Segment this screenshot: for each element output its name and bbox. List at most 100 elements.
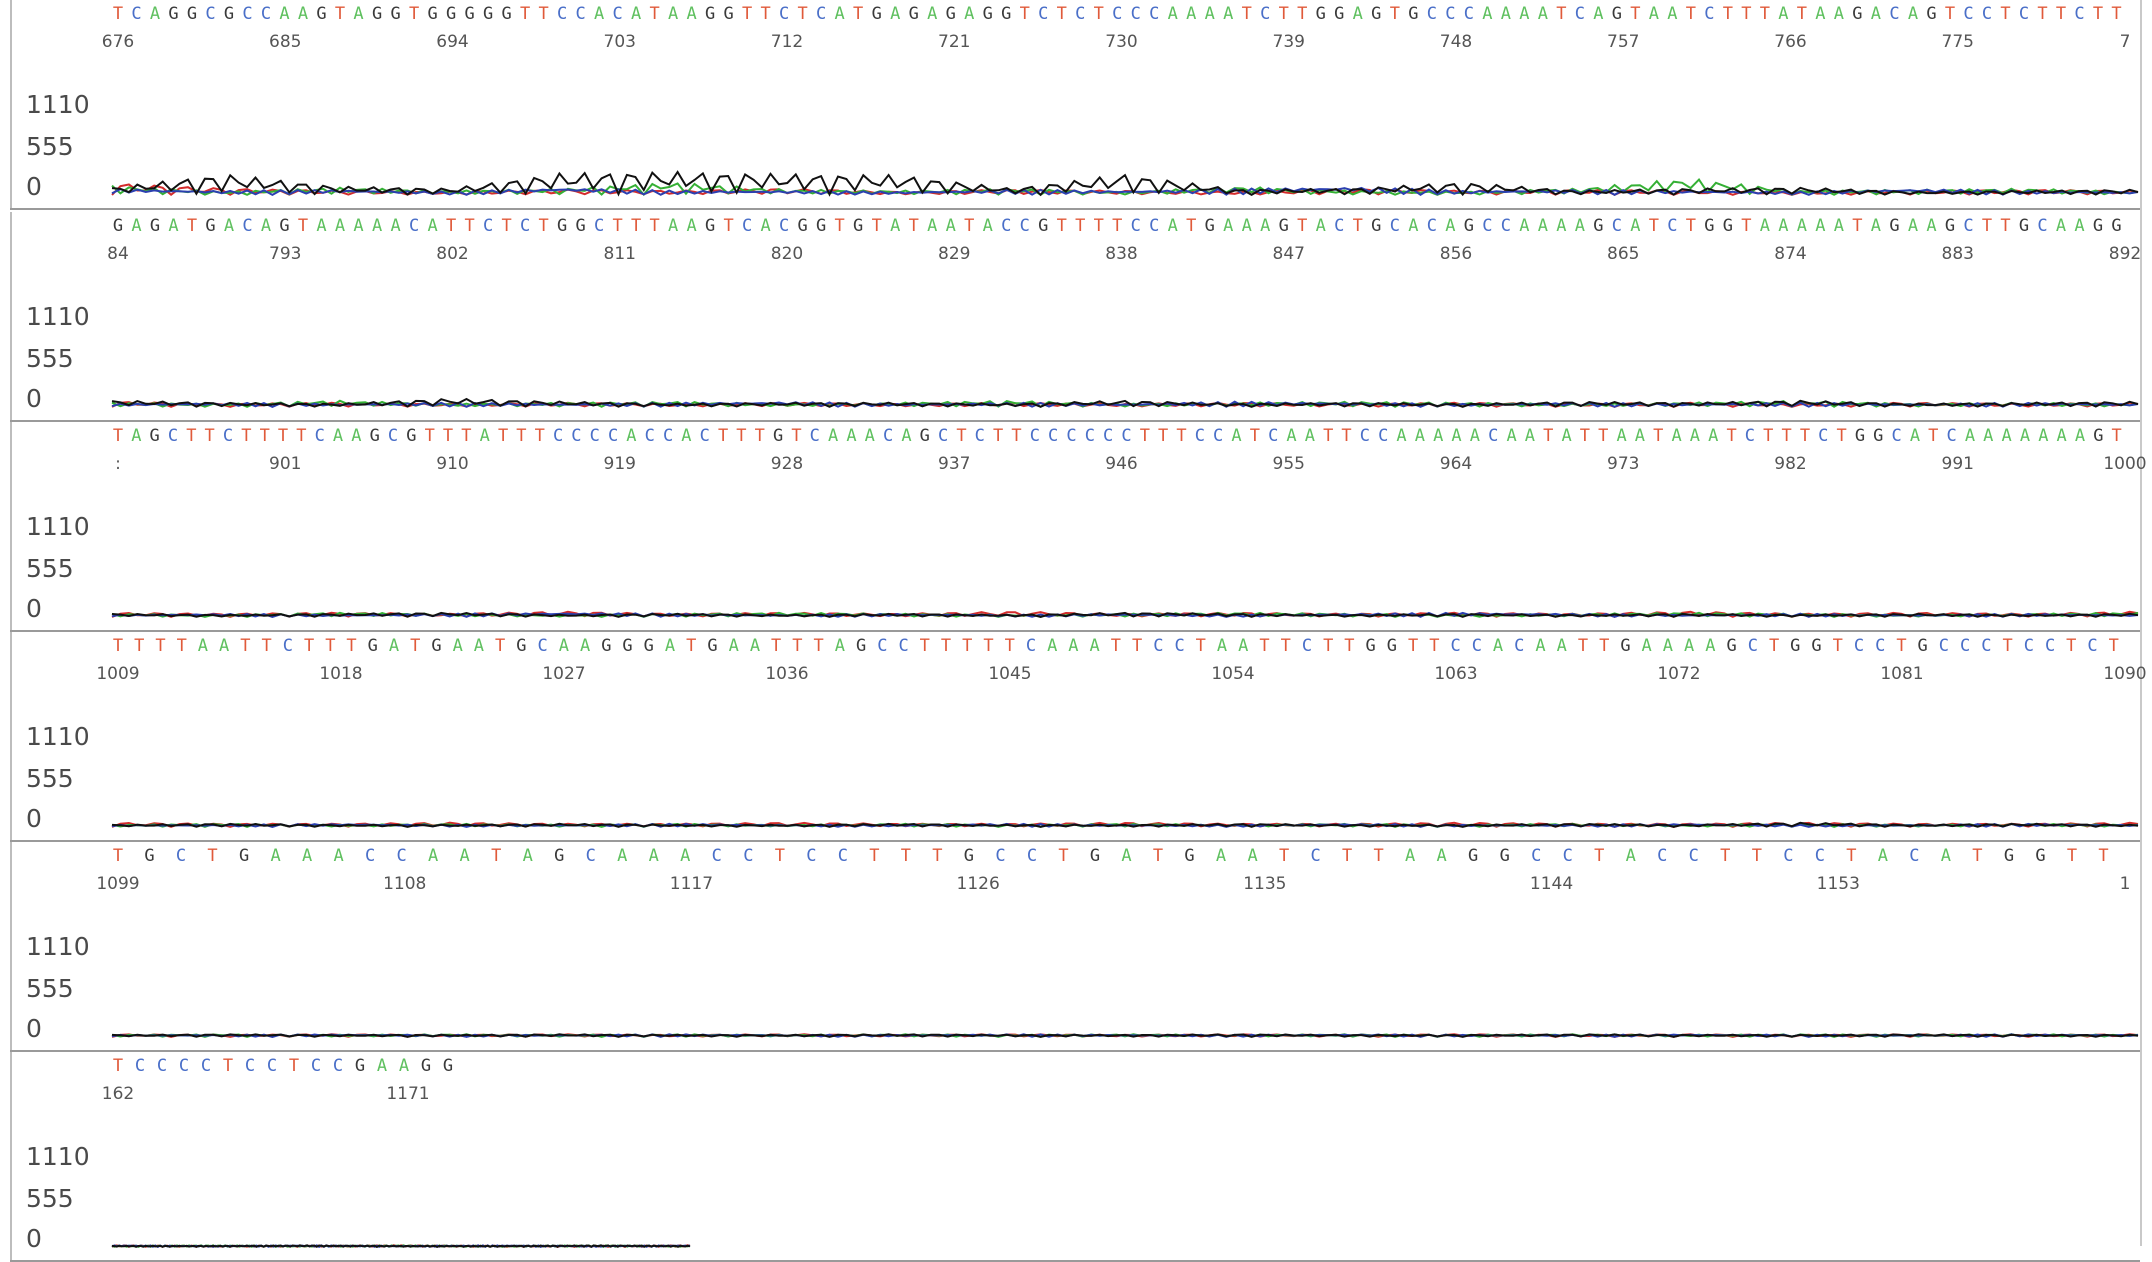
base-call: C bbox=[974, 426, 985, 446]
base-call: C bbox=[585, 846, 596, 866]
base-call: C bbox=[1149, 4, 1160, 24]
base-position-label: 955 bbox=[1272, 454, 1305, 474]
base-position-label: 892 bbox=[2108, 244, 2142, 264]
base-call: A bbox=[846, 426, 857, 446]
y-tick-label: 1110 bbox=[26, 302, 90, 331]
base-call: G bbox=[371, 4, 383, 24]
base-position-label: 874 bbox=[1774, 244, 1807, 264]
base-call: A bbox=[168, 216, 179, 236]
base-call: G bbox=[367, 636, 378, 656]
base-call: G bbox=[1365, 636, 1376, 656]
base-call: T bbox=[919, 636, 930, 656]
base-call: C bbox=[310, 1056, 322, 1076]
base-call: T bbox=[1259, 636, 1270, 656]
base-call: C bbox=[1946, 426, 1957, 446]
base-call: T bbox=[1741, 4, 1752, 24]
base-call: A bbox=[459, 846, 470, 866]
base-call: A bbox=[219, 636, 230, 656]
base-call: C bbox=[178, 1056, 190, 1076]
base-call: C bbox=[2087, 636, 2098, 656]
base-call: C bbox=[1310, 846, 1321, 866]
base-call: C bbox=[2023, 636, 2034, 656]
base-call: C bbox=[1981, 4, 1993, 24]
base-call: C bbox=[156, 1056, 168, 1076]
base-call: T bbox=[259, 426, 270, 446]
base-call: G bbox=[427, 4, 438, 24]
base-call: G bbox=[279, 216, 290, 236]
base-call: C bbox=[575, 4, 586, 24]
base-call: G bbox=[369, 426, 380, 446]
chromatogram-panel-6: T C C C C T C C T C C G A A G G 162 1171 1110 555 0 bbox=[0, 1052, 2140, 1262]
base-call: G bbox=[1726, 636, 1737, 656]
base-call: A bbox=[927, 216, 938, 236]
base-call: A bbox=[1907, 216, 1919, 236]
base-call: G bbox=[431, 636, 442, 656]
base-call: T bbox=[2098, 846, 2109, 866]
base-call: T bbox=[112, 426, 124, 446]
base-call: A bbox=[1535, 636, 1546, 656]
base-call: T bbox=[760, 4, 771, 24]
base-call: G bbox=[963, 846, 975, 866]
base-call: C bbox=[1963, 216, 1974, 236]
base-call: A bbox=[398, 1056, 410, 1076]
base-call: A bbox=[1630, 216, 1641, 236]
base-call: C bbox=[1875, 636, 1886, 656]
base-call: T bbox=[1112, 216, 1123, 236]
base-position-label: 964 bbox=[1439, 454, 1473, 474]
base-call: C bbox=[1025, 636, 1037, 656]
panel-baseline bbox=[10, 840, 2140, 842]
base-call: C bbox=[519, 216, 531, 236]
base-call: T bbox=[1944, 4, 1956, 24]
base-call: T bbox=[1389, 4, 1400, 24]
base-position-label: 1063 bbox=[1434, 664, 1478, 684]
base-call: C bbox=[1531, 846, 1542, 866]
base-call: T bbox=[869, 846, 880, 866]
base-call: A bbox=[260, 216, 272, 236]
base-call: T bbox=[1323, 636, 1334, 656]
base-call: A bbox=[1223, 4, 1234, 24]
base-call: C bbox=[175, 846, 187, 866]
base-call: T bbox=[112, 846, 124, 866]
base-call: T bbox=[742, 4, 753, 24]
base-call: T bbox=[983, 636, 994, 656]
base-call: C bbox=[1026, 846, 1038, 866]
base-call: G bbox=[2093, 426, 2104, 446]
base-call: C bbox=[571, 426, 582, 446]
base-call: T bbox=[1344, 636, 1355, 656]
y-tick-label: 0 bbox=[26, 1014, 42, 1043]
base-call: T bbox=[964, 216, 975, 236]
base-call: T bbox=[112, 4, 124, 24]
base-call: T bbox=[956, 426, 967, 446]
base-call: A bbox=[834, 636, 845, 656]
base-call: C bbox=[1909, 846, 1920, 866]
base-call: T bbox=[1751, 846, 1762, 866]
base-call: C bbox=[131, 4, 142, 24]
base-call: A bbox=[1231, 426, 1242, 446]
base-call: T bbox=[2037, 4, 2048, 24]
y-tick-label: 555 bbox=[26, 344, 74, 373]
trace-plot bbox=[111, 397, 2139, 408]
base-call: A bbox=[1519, 216, 1530, 236]
base-call: T bbox=[303, 636, 315, 656]
base-position-label: 829 bbox=[938, 244, 971, 264]
base-call: T bbox=[261, 636, 272, 656]
base-call: A bbox=[1241, 216, 1252, 236]
base-call: A bbox=[1983, 426, 1994, 446]
base-call: G bbox=[622, 636, 633, 656]
base-position-label: 1027 bbox=[542, 664, 586, 684]
base-call: A bbox=[149, 4, 161, 24]
base-position-label: 973 bbox=[1607, 454, 1640, 474]
base-call: A bbox=[668, 4, 679, 24]
base-call: C bbox=[1574, 4, 1585, 24]
base-call: C bbox=[1562, 846, 1573, 866]
base-call: A bbox=[648, 846, 659, 866]
base-call: T bbox=[186, 216, 198, 236]
base-position-label: 1018 bbox=[319, 664, 363, 684]
base-call: T bbox=[1599, 636, 1610, 656]
base-call: T bbox=[1058, 846, 1069, 866]
base-call: A bbox=[927, 4, 938, 24]
base-call: T bbox=[1019, 4, 1030, 24]
base-call: A bbox=[1186, 4, 1197, 24]
base-call: G bbox=[149, 426, 160, 446]
